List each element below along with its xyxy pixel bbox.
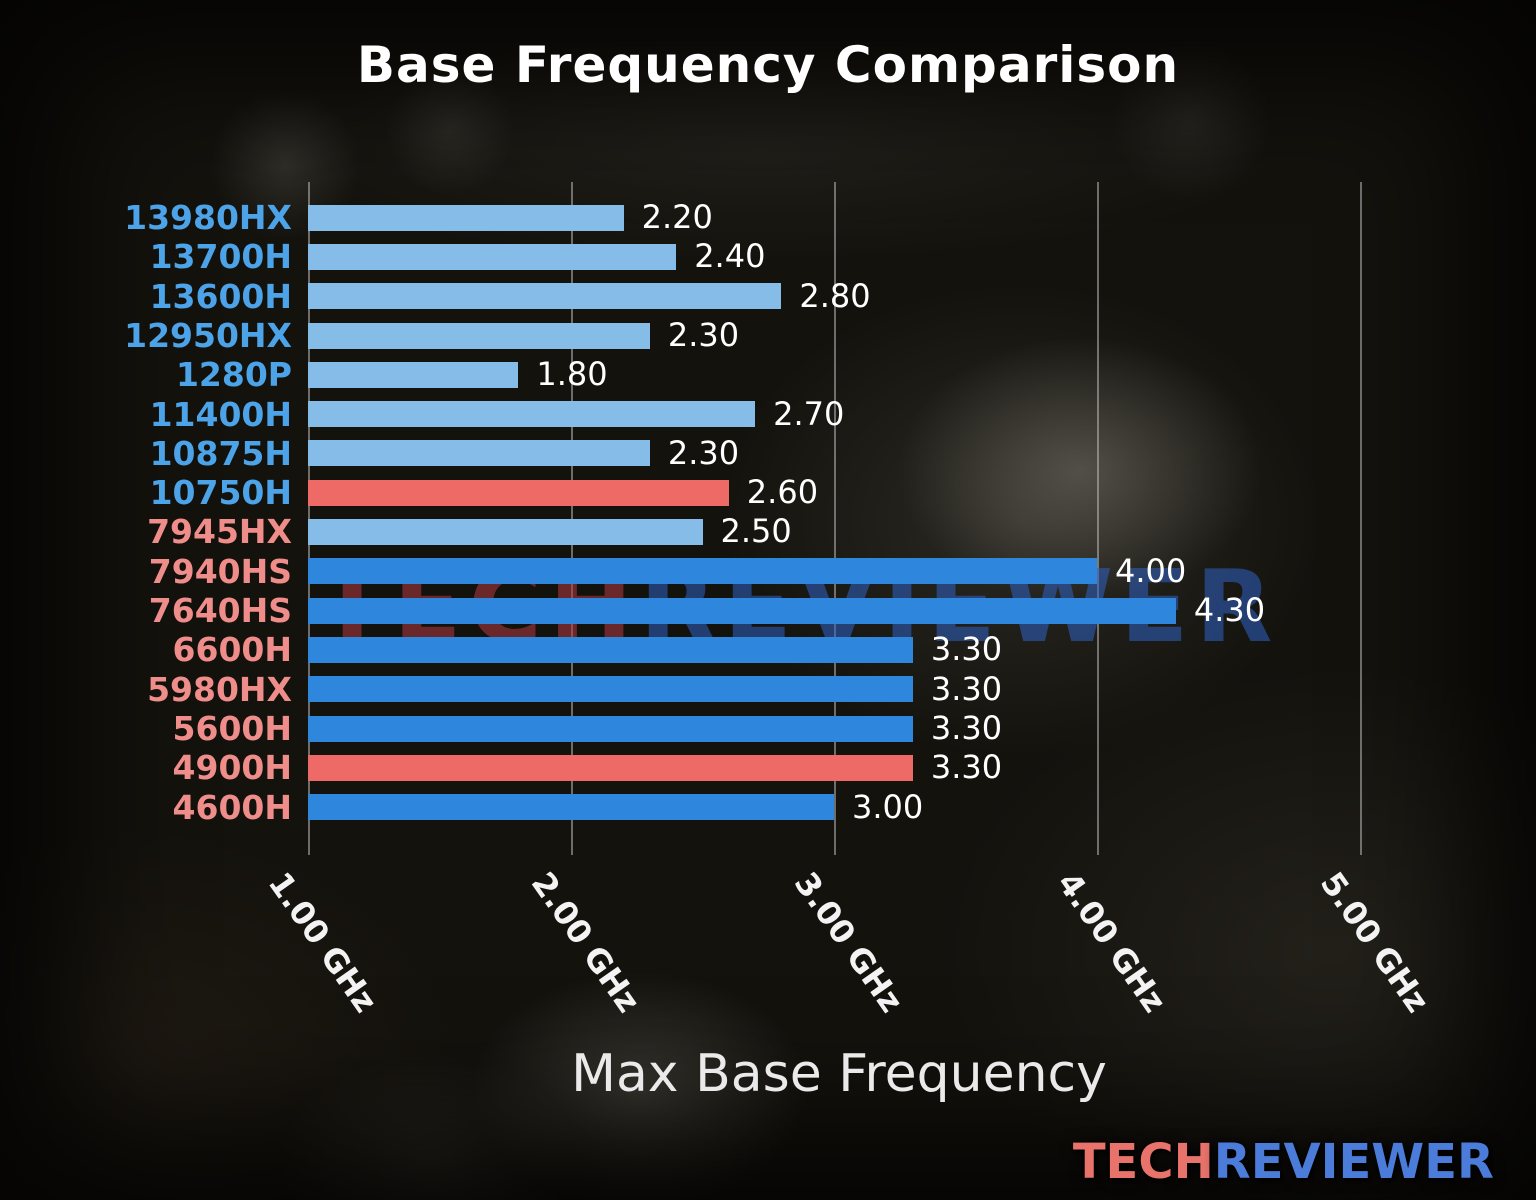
chart-title: Base Frequency Comparison xyxy=(356,36,1180,94)
category-label: 13980HX xyxy=(124,198,292,237)
chart-row: 7940HS 4.00 xyxy=(0,552,1536,591)
category-label: 13600H xyxy=(149,276,292,316)
chart-row: 1280P 1.80 xyxy=(0,355,1536,394)
x-tick-label: 4.00 GHz xyxy=(1049,865,1174,1020)
brand-logo: TECHREVIEWER xyxy=(1073,1134,1494,1190)
category-label: 5980HX xyxy=(147,669,292,709)
value-label: 3.30 xyxy=(930,748,1003,787)
value-label: 2.20 xyxy=(641,198,713,236)
value-label: 3.30 xyxy=(930,708,1003,747)
value-label: 2.40 xyxy=(694,237,766,276)
bar xyxy=(308,676,913,703)
category-label: 5600H xyxy=(172,708,292,748)
value-label: 2.70 xyxy=(773,394,845,433)
gridline xyxy=(1360,182,1362,855)
category-label: 1280P xyxy=(175,355,292,395)
gridline xyxy=(1097,182,1099,855)
category-label: 10875H xyxy=(149,433,292,473)
bar xyxy=(308,794,834,821)
value-label: 2.30 xyxy=(667,433,740,472)
logo-reviewer: REVIEWER xyxy=(1213,1134,1494,1190)
category-label: 10750H xyxy=(149,473,292,513)
chart-row: 4900H 3.30 xyxy=(0,748,1536,787)
chart-row: 13600H 2.80 xyxy=(0,277,1536,316)
value-label: 1.80 xyxy=(536,355,608,394)
x-axis-title: Max Base Frequency xyxy=(571,1044,1107,1104)
value-label: 4.30 xyxy=(1193,591,1266,629)
category-label: 4600H xyxy=(172,787,292,827)
bar xyxy=(308,479,729,506)
bar xyxy=(308,519,703,546)
value-label: 3.30 xyxy=(930,630,1003,669)
bar xyxy=(308,243,677,270)
category-label: 7640HS xyxy=(148,591,292,630)
value-label: 3.30 xyxy=(930,669,1003,708)
bar xyxy=(308,440,650,467)
gridline xyxy=(308,182,310,855)
chart-row: 13980HX 2.20 xyxy=(0,198,1536,237)
category-label: 11400H xyxy=(149,394,292,434)
bar xyxy=(308,283,782,310)
category-label: 12950HX xyxy=(124,315,292,355)
bar xyxy=(308,322,650,349)
bar xyxy=(308,401,756,428)
category-label: 6600H xyxy=(172,630,292,670)
category-label: 4900H xyxy=(172,748,292,788)
value-label: 2.50 xyxy=(720,512,792,551)
chart-row: 5600H 3.30 xyxy=(0,709,1536,748)
x-tick-label: 1.00 GHz xyxy=(260,865,385,1020)
value-label: 2.60 xyxy=(746,473,819,512)
logo-tech: TECH xyxy=(1072,1134,1214,1190)
bar xyxy=(308,204,624,231)
chart-row: 13700H 2.40 xyxy=(0,237,1536,276)
bar xyxy=(308,715,913,742)
bar xyxy=(308,361,519,388)
value-label: 4.00 xyxy=(1115,551,1187,590)
chart-row: 12950HX 2.30 xyxy=(0,316,1536,355)
category-label: 7945HX xyxy=(147,512,292,552)
bar xyxy=(308,558,1097,585)
value-label: 2.30 xyxy=(667,315,740,354)
gridline xyxy=(571,182,573,855)
chart-row: 10875H 2.30 xyxy=(0,434,1536,473)
chart-row: 7945HX 2.50 xyxy=(0,512,1536,551)
gridline xyxy=(834,182,836,855)
chart-row: 6600H 3.30 xyxy=(0,630,1536,669)
category-label: 13700H xyxy=(149,237,292,277)
x-tick-label: 2.00 GHz xyxy=(523,865,648,1020)
x-tick-label: 5.00 GHz xyxy=(1312,865,1437,1020)
value-label: 2.80 xyxy=(799,276,871,315)
chart-row: 10750H 2.60 xyxy=(0,473,1536,512)
value-label: 3.00 xyxy=(852,787,924,826)
x-tick-label: 3.00 GHz xyxy=(786,865,911,1020)
bar xyxy=(308,754,913,781)
chart-row: 11400H 2.70 xyxy=(0,395,1536,434)
chart-row: 4600H 3.00 xyxy=(0,788,1536,827)
chart-row: 5980HX 3.30 xyxy=(0,670,1536,709)
chart-row: 7640HS 4.30 xyxy=(0,591,1536,630)
category-label: 7940HS xyxy=(148,551,292,591)
bar xyxy=(308,636,913,663)
bar xyxy=(308,597,1176,624)
